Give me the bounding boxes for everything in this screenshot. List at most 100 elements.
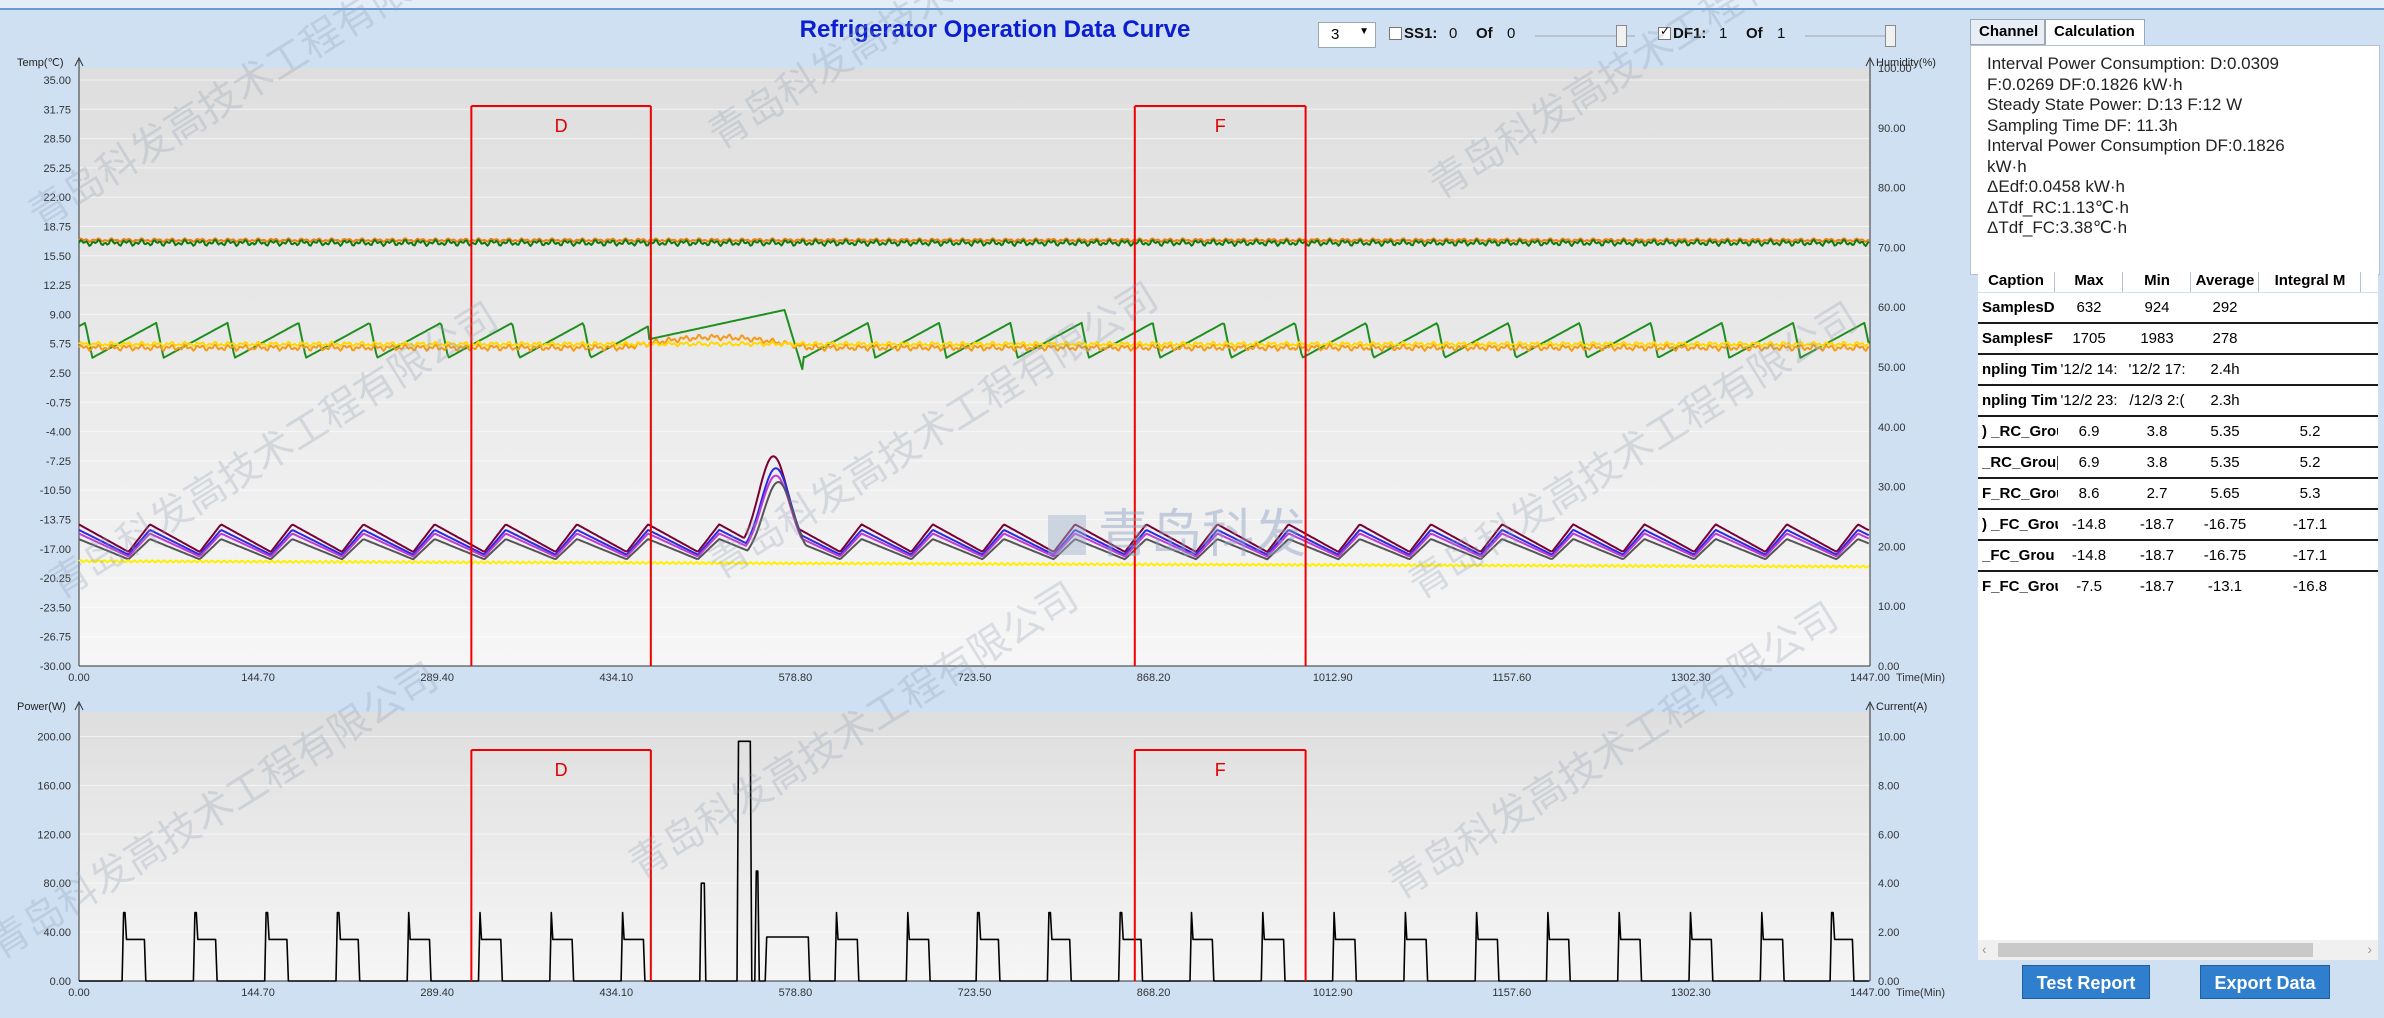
table-cell: 3.8	[2146, 423, 2168, 440]
table-cell: 924	[2144, 299, 2170, 316]
channel-count-value: 3	[1331, 26, 1340, 43]
table-cell: 6.9	[2078, 423, 2100, 440]
table-row[interactable]: ) _RC_Grou 6.9 3.8 5.35 5.2	[1978, 417, 2378, 448]
table-cell: 3.8	[2146, 454, 2168, 471]
region-label: D	[555, 116, 568, 136]
export-data-button[interactable]: Export Data	[2200, 965, 2330, 999]
ss1-slider-track[interactable]	[1535, 35, 1635, 37]
table-row[interactable]: SamplesD 632 924 292	[1978, 293, 2378, 324]
table-cell: 6.9	[2078, 454, 2100, 471]
channel-count-select[interactable]: 3 ▼	[1318, 22, 1376, 48]
scrollbar-thumb[interactable]	[1998, 943, 2313, 957]
table-cell: npling Tim	[1982, 361, 2058, 378]
table-cell: -18.7	[2139, 578, 2175, 595]
x-tick-label: 0.00	[68, 987, 89, 999]
table-row[interactable]: npling Tim '12/2 14: '12/2 17: 2.4h	[1978, 355, 2378, 386]
table-cell: /12/3 2:(	[2129, 392, 2185, 409]
table-header: Caption Max Min Average Integral M	[1978, 272, 2378, 292]
table-row[interactable]: _FC_Grou -14.8 -18.7 -16.75 -17.1	[1978, 541, 2378, 572]
calculation-line: F:0.0269 DF:0.1826 kW·h	[1987, 74, 2183, 94]
series-line	[79, 740, 1869, 982]
window-top-border	[0, 0, 2384, 10]
scroll-left-icon[interactable]: ‹	[1982, 941, 1987, 957]
column-header[interactable]: Max	[2056, 272, 2123, 292]
x-tick-label: 868.20	[1137, 987, 1171, 999]
x-tick-label: 289.40	[420, 672, 454, 684]
column-header[interactable]: Caption	[1978, 272, 2055, 292]
y2-tick-label: 10.00	[1878, 731, 1906, 743]
tab-channel[interactable]: Channel	[1970, 19, 2045, 45]
table-cell: 5.3	[2299, 485, 2321, 502]
check-icon: ✓	[1660, 24, 1671, 38]
y-tick-label: -30.00	[40, 661, 71, 673]
x-axis-label: Time(Min)	[1896, 672, 1945, 684]
ss1-total: 0	[1507, 25, 1516, 42]
table-cell: '12/2 23:	[2060, 392, 2118, 409]
plot-area	[79, 712, 1870, 981]
y2-tick-label: 0.00	[1878, 976, 1899, 988]
calculation-line: ΔTdf_RC:1.13℃·h	[1987, 197, 2129, 217]
df1-slider-thumb[interactable]	[1885, 25, 1896, 47]
test-report-button[interactable]: Test Report	[2022, 965, 2150, 999]
y-tick-label: 0.00	[50, 976, 71, 988]
x-tick-label: 1447.00	[1850, 672, 1890, 684]
table-cell: ) _FC_Grou|	[1982, 516, 2058, 533]
table-cell: F_RC_Grou	[1982, 485, 2058, 502]
y2-axis-label: Humidity(%)	[1876, 57, 1936, 69]
table-row[interactable]: F_RC_Grou 8.6 2.7 5.65 5.3	[1978, 479, 2378, 510]
y2-tick-label: 90.00	[1878, 123, 1906, 135]
table-row[interactable]: F_FC_Grou -7.5 -18.7 -13.1 -16.8	[1978, 572, 2378, 603]
y-tick-label: -23.50	[40, 602, 71, 614]
ss1-of-label: Of	[1476, 25, 1493, 42]
series-line	[78, 238, 1870, 247]
y2-tick-label: 100.00	[1878, 63, 1912, 75]
table-cell: SamplesD	[1982, 299, 2055, 316]
table-cell: 2.3h	[2210, 392, 2240, 409]
table-cell: 5.2	[2299, 454, 2321, 471]
table-cell: 2.7	[2146, 485, 2168, 502]
tab-calculation[interactable]: Calculation	[2045, 19, 2145, 47]
series-line	[78, 467, 1870, 556]
table-cell: 2.4h	[2210, 361, 2240, 378]
y2-tick-label: 40.00	[1878, 422, 1906, 434]
df1-label: DF1:	[1673, 25, 1707, 42]
x-tick-label: 578.80	[779, 987, 813, 999]
table-cell: '12/2 17:	[2128, 361, 2186, 378]
table-cell: 292	[2212, 299, 2238, 316]
column-header[interactable]: Integral M	[2260, 272, 2361, 292]
scroll-right-icon[interactable]: ›	[2367, 941, 2372, 957]
table-cell: F_FC_Grou	[1982, 578, 2058, 595]
x-tick-label: 144.70	[241, 987, 275, 999]
power-current-chart: 200.00 160.00 120.00 80.00 40.00 0.00 10.00 8.0…	[17, 700, 1945, 999]
df1-slider-track[interactable]	[1805, 35, 1895, 37]
x-tick-label: 0.00	[68, 672, 89, 684]
column-header[interactable]: Min	[2124, 272, 2191, 292]
calculation-results: Interval Power Consumption: D:0.0309 F:0.…	[1970, 45, 2380, 275]
x-tick-label: 1157.60	[1492, 672, 1531, 684]
ss1-slider-thumb[interactable]	[1616, 25, 1627, 47]
column-header[interactable]: Average	[2192, 272, 2259, 292]
ss1-checkbox[interactable]	[1389, 27, 1402, 40]
df1-checkbox[interactable]: ✓	[1658, 24, 1671, 40]
y-axis-label: Temp(℃)	[17, 57, 64, 69]
x-tick-label: 1302.30	[1671, 987, 1711, 999]
table-cell: SamplesF	[1982, 330, 2053, 347]
series-line	[78, 455, 1870, 553]
y-tick-label: 31.75	[43, 104, 71, 116]
table-row[interactable]: _RC_Grou| 6.9 3.8 5.35 5.2	[1978, 448, 2378, 479]
table-cell: ) _RC_Grou	[1982, 423, 2058, 440]
y2-tick-label: 2.00	[1878, 927, 1899, 939]
table-row[interactable]: ) _FC_Grou| -14.8 -18.7 -16.75 -17.1	[1978, 510, 2378, 541]
table-cell: '12/2 14:	[2060, 361, 2118, 378]
y-tick-label: 5.75	[50, 339, 71, 351]
series-line	[78, 559, 1870, 569]
table-horizontal-scrollbar[interactable]: ‹ ›	[1978, 940, 2378, 960]
y-tick-label: -26.75	[40, 632, 71, 644]
table-row[interactable]: SamplesF 1705 1983 278	[1978, 324, 2378, 355]
y-tick-label: -10.50	[40, 485, 71, 497]
table-cell: -13.1	[2207, 578, 2243, 595]
calculation-line: ΔEdf:0.0458 kW·h	[1987, 177, 2125, 196]
table-row[interactable]: npling Tim '12/2 23: /12/3 2:( 2.3h	[1978, 386, 2378, 417]
temperature-humidity-chart: 35.00 31.75 28.50 25.25 22.00 18.75 15.50 12.25…	[17, 56, 1945, 684]
table-cell: npling Tim	[1982, 392, 2058, 409]
